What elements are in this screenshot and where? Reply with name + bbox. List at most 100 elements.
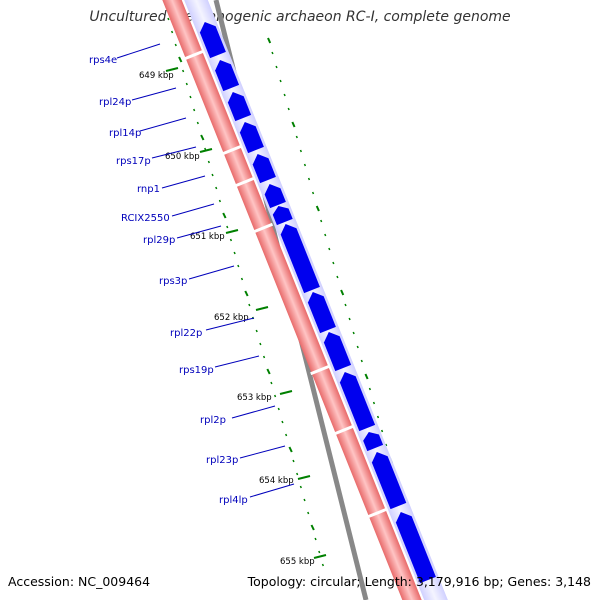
ruler-label: 655 kbp [280, 557, 315, 567]
gene-connector [231, 405, 276, 419]
gene-label-rps4e: rps4e [89, 55, 117, 66]
feature-separator [367, 507, 388, 519]
ruler-tick [332, 261, 335, 265]
feature-separator [310, 364, 330, 376]
gene-connector [161, 175, 206, 189]
inner-ruler-tick [189, 95, 192, 99]
gene-arrow [272, 206, 293, 226]
ruler-tick [311, 191, 315, 195]
inner-ruler-tick [185, 82, 188, 86]
feature-separator [234, 176, 255, 188]
inner-ruler-tick [244, 290, 249, 297]
gene-arrow [395, 512, 436, 584]
inner-ruler-tick [277, 407, 280, 411]
gene-arrow [323, 331, 352, 372]
ruler-tick [352, 331, 355, 335]
inner-ruler-tick [314, 537, 317, 541]
gene-label-rpl24p: rpl24p [99, 97, 131, 108]
ruler-tick [275, 65, 278, 69]
ruler-major-tick [199, 148, 213, 153]
gene-label-rnp1: rnp1 [137, 184, 160, 195]
inner-ruler-tick [273, 394, 277, 398]
ruler-tick [348, 317, 351, 321]
reverse-strand-track [157, 0, 427, 600]
gene-connector [249, 483, 295, 498]
gene-connector [139, 117, 187, 132]
forward-strand-track [179, 0, 453, 600]
inner-ruler-tick [200, 134, 205, 141]
gene-connector [205, 317, 255, 331]
gene-arrow [215, 59, 240, 92]
ruler-tick [303, 163, 307, 167]
labels-layer: 649 kbp 650 kbp 651 kbp 652 kbp 653 kbp 654 k… [89, 43, 327, 567]
ruler-tick [376, 415, 380, 419]
ruler-label: 651 kbp [190, 232, 225, 242]
inner-ruler-tick [240, 277, 244, 281]
gene-label-rpl23p: rpl23p [206, 455, 238, 466]
inner-ruler-tick [248, 303, 251, 307]
inner-ruler-tick [270, 381, 273, 385]
gene-connector [214, 355, 260, 368]
feature-tracks-layer [157, 0, 453, 600]
gene-arrow [339, 371, 376, 432]
inner-ruler-tick [229, 238, 233, 242]
inner-ruler-tick [321, 563, 325, 567]
inner-ruler-tick [207, 160, 210, 164]
inner-ruler-tick [303, 498, 306, 502]
inner-ruler-tick [307, 511, 310, 515]
ruler-major-tick [313, 554, 327, 559]
gene-connector [171, 203, 215, 217]
gene-arrow [363, 432, 384, 452]
ruler-tick [291, 121, 296, 128]
inner-ruler-tick [266, 368, 271, 375]
inner-ruler-tick [226, 225, 229, 229]
inner-ruler-tick [196, 121, 199, 125]
inner-ruler-tick [288, 446, 293, 453]
ruler-tick [307, 177, 311, 181]
ruler-tick [315, 205, 320, 212]
ruler-tick [267, 37, 272, 44]
feature-separator [222, 144, 242, 156]
gene-label-rps3p: rps3p [159, 276, 187, 287]
ruler-tick [336, 275, 339, 279]
gene-connector [151, 146, 197, 159]
ruler-tick [283, 93, 286, 97]
ruler-major-tick [297, 475, 311, 480]
ruler-tick [320, 219, 323, 223]
ruler-tick [340, 289, 345, 296]
inner-ruler-tick [318, 550, 321, 554]
accession-text: Accession: NC_009464 [8, 574, 151, 589]
ruler-major-tick [255, 306, 269, 311]
gene-label-rps19p: rps19p [179, 365, 214, 376]
ruler-major-tick [165, 67, 179, 72]
gene-label-rpl29p: rpl29p [143, 235, 175, 246]
feature-separator [253, 222, 274, 234]
inner-ruler-tick [237, 264, 240, 268]
ruler-major-tick [225, 229, 239, 234]
inner-ruler-tick [281, 420, 284, 424]
gene-connector [131, 87, 177, 101]
feature-separator [334, 424, 354, 436]
inner-ruler-tick [285, 433, 288, 437]
ruler-major-tick [279, 390, 293, 395]
ruler-label: 652 kbp [214, 313, 249, 323]
ruler-tick [295, 135, 298, 139]
ruler-tick [360, 359, 363, 363]
ruler-label: 650 kbp [165, 152, 200, 162]
genome-summary-text: Topology: circular; Length: 3,179,916 bp… [247, 574, 591, 589]
inner-ruler-tick [174, 43, 177, 47]
ruler-tick [364, 373, 369, 380]
inner-ruler-tick [218, 199, 222, 203]
ruler-tick [328, 247, 331, 251]
gene-arrow [252, 154, 276, 184]
inner-ruler-tick [299, 485, 302, 489]
ruler-tick [356, 345, 359, 349]
gene-label-rcix2550: RCIX2550 [121, 213, 170, 224]
ruler-tick [299, 149, 302, 153]
ruler-tick [344, 303, 347, 307]
gene-arrow [371, 452, 407, 510]
gene-arrow [239, 121, 264, 154]
gene-label-rps17p: rps17p [116, 156, 151, 167]
inner-ruler-tick [310, 524, 315, 531]
inner-ruler-tick [211, 173, 214, 177]
